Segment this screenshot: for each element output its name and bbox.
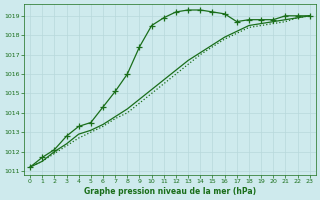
X-axis label: Graphe pression niveau de la mer (hPa): Graphe pression niveau de la mer (hPa) — [84, 187, 256, 196]
